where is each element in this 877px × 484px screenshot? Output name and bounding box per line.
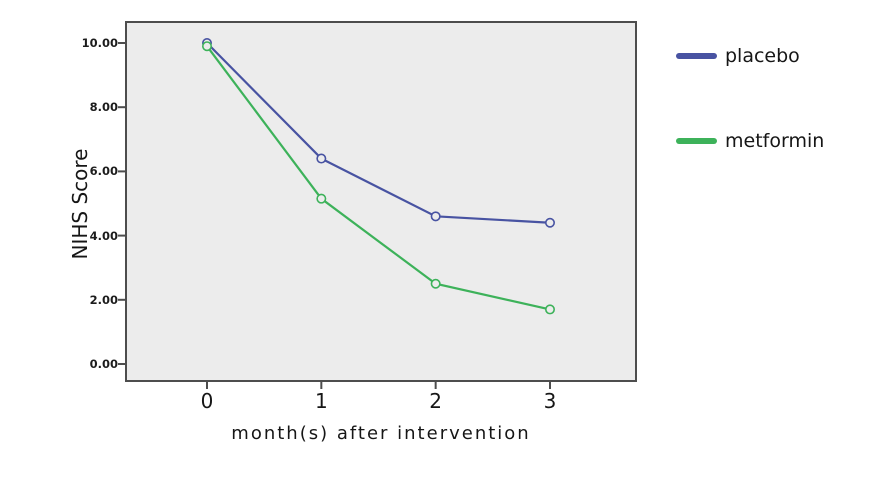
plot-area bbox=[125, 21, 637, 382]
metformin-line-swatch bbox=[676, 138, 717, 144]
y-axis-title: NIHS Score bbox=[68, 148, 92, 260]
legend-item-metformin: metformin bbox=[676, 129, 824, 153]
placebo-marker bbox=[430, 211, 441, 222]
metformin-line bbox=[206, 45, 551, 311]
legend-item-placebo: placebo bbox=[676, 44, 824, 68]
metformin-marker bbox=[430, 278, 441, 289]
x-tick-label: 1 bbox=[314, 389, 328, 413]
metformin-marker bbox=[316, 193, 327, 204]
legend-label-metformin: metformin bbox=[725, 130, 825, 152]
metformin-marker bbox=[202, 41, 213, 52]
x-tick-label: 3 bbox=[543, 389, 557, 413]
y-tick-label: 0.00 bbox=[89, 357, 118, 371]
placebo-marker bbox=[316, 153, 327, 164]
placebo-line-swatch bbox=[676, 53, 717, 59]
legend-label-placebo: placebo bbox=[725, 45, 800, 67]
y-tick-label: 10.00 bbox=[81, 36, 118, 50]
placebo-line bbox=[206, 42, 551, 224]
x-tick-label: 2 bbox=[429, 389, 443, 413]
metformin-marker bbox=[544, 304, 555, 315]
placebo-marker bbox=[544, 217, 555, 228]
plot-svg bbox=[118, 37, 555, 389]
x-tick-label: 0 bbox=[200, 389, 214, 413]
legend: placebo metformin bbox=[676, 44, 824, 153]
x-axis-title: month(s) after intervention bbox=[231, 423, 531, 444]
